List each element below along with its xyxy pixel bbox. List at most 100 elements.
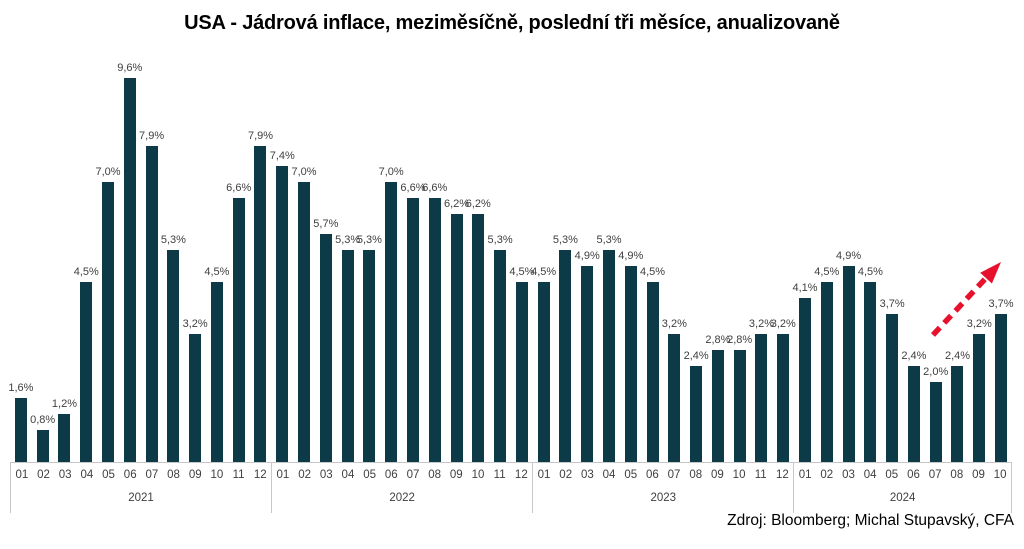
month-tick-label: 08 — [950, 468, 964, 481]
bar — [167, 250, 180, 462]
bar — [711, 350, 724, 462]
bar — [210, 282, 223, 462]
bar-slot-2024-10: 3,7% — [988, 50, 1014, 462]
bar-slot-2022-09: 6,2% — [443, 50, 470, 462]
bar-value-label: 5,3% — [335, 234, 361, 246]
month-tick-label: 01 — [276, 468, 290, 481]
month-tick-label: 07 — [667, 468, 681, 481]
month-tick-label: 05 — [102, 468, 115, 481]
bar-value-label: 3,2% — [661, 318, 687, 330]
month-tick-label: 05 — [885, 468, 899, 481]
bar-value-label: 4,5% — [204, 266, 230, 278]
bar-slot-2021-10: 4,5% — [204, 50, 230, 462]
year-group-2024: 01 02 03 04 05 06 07 08 09 10 2024 — [793, 463, 1013, 513]
bar — [733, 350, 746, 462]
bar — [886, 314, 899, 462]
bar-value-label: 3,2% — [770, 318, 796, 330]
month-tick-label: 02 — [559, 468, 573, 481]
bar-value-label: 4,1% — [792, 282, 818, 294]
bar-slot-2024-07: 2,0% — [923, 50, 949, 462]
bar-slot-2022-07: 6,6% — [400, 50, 425, 462]
bar-value-label: 2,8% — [705, 334, 731, 346]
bar-value-label: 7,9% — [139, 130, 165, 142]
bar — [951, 366, 964, 462]
bar-value-label: 6,2% — [443, 198, 470, 210]
month-tick-label: 01 — [15, 468, 29, 481]
bar-value-label: 0,8% — [30, 414, 56, 426]
bar-value-label: 4,9% — [836, 250, 862, 262]
bar-slot-2021-08: 5,3% — [161, 50, 186, 462]
bar-slot-2022-03: 5,7% — [313, 50, 338, 462]
bar — [450, 214, 463, 462]
bar-value-label: 3,7% — [879, 298, 905, 310]
x-axis: 01 02 03 04 05 06 07 08 09 10 11 12 2021 01 02 03 04 05 06… — [10, 462, 1013, 513]
bar — [254, 146, 267, 462]
bar-slot-2022-12: 4,5% — [509, 50, 534, 462]
bar — [995, 314, 1008, 462]
bar-value-label: 7,0% — [95, 166, 121, 178]
month-tick-label: 05 — [363, 468, 377, 481]
bar-slot-2024-05: 3,7% — [879, 50, 905, 462]
bar-slot-2023-11: 3,2% — [748, 50, 774, 462]
bar-value-label: 3,2% — [748, 318, 774, 330]
month-tick-row: 01 02 03 04 05 06 07 08 09 10 — [794, 463, 1011, 488]
bar-slot-2021-06: 9,6% — [117, 50, 142, 462]
bar-slot-2024-06: 2,4% — [901, 50, 927, 462]
month-tick-row: 01 02 03 04 05 06 07 08 09 10 11 12 — [272, 463, 532, 488]
bar-slot-2021-11: 6,6% — [226, 50, 252, 462]
bar — [472, 214, 485, 462]
month-tick-label: 10 — [471, 468, 485, 481]
month-tick-label: 08 — [428, 468, 442, 481]
month-tick-label: 10 — [993, 468, 1007, 481]
month-tick-label: 08 — [689, 468, 703, 481]
bar-slot-2023-05: 4,9% — [618, 50, 643, 462]
bar-slot-2021-03: 1,2% — [52, 50, 77, 462]
chart-title: USA - Jádrová inflace, meziměsíčně, posl… — [184, 12, 840, 34]
month-tick-label: 06 — [907, 468, 920, 481]
bar-value-label: 6,6% — [226, 182, 252, 194]
month-tick-label: 12 — [253, 468, 267, 481]
bar — [428, 198, 441, 462]
month-tick-label: 03 — [842, 468, 855, 481]
bar-value-label: 5,3% — [596, 234, 622, 246]
month-tick-label: 09 — [188, 468, 202, 481]
month-tick-label: 06 — [123, 468, 137, 481]
bar-value-label: 5,3% — [487, 234, 513, 246]
month-tick-label: 07 — [928, 468, 942, 481]
year-label: 2021 — [128, 492, 154, 504]
month-tick-label: 12 — [514, 468, 528, 481]
bar — [363, 250, 376, 462]
bar — [624, 266, 637, 462]
trend-arrow-icon — [930, 262, 1001, 337]
bar — [494, 250, 507, 462]
bar — [406, 198, 419, 462]
month-tick-label: 10 — [210, 468, 224, 481]
bar-slot-2022-08: 6,6% — [422, 50, 447, 462]
bar — [80, 282, 93, 462]
bar-slot-2022-11: 5,3% — [487, 50, 513, 462]
bar-value-label: 3,7% — [988, 298, 1014, 310]
bar-value-label: 2,0% — [923, 366, 949, 378]
month-tick-label: 01 — [798, 468, 812, 481]
bar-slot-2022-05: 5,3% — [357, 50, 382, 462]
bar-slot-2021-02: 0,8% — [30, 50, 56, 462]
bar-slot-2023-03: 4,9% — [575, 50, 600, 462]
bar-value-label: 6,2% — [465, 198, 491, 210]
month-tick-label: 04 — [602, 468, 616, 481]
bar — [276, 166, 289, 462]
bar — [842, 266, 855, 462]
month-tick-label: 12 — [776, 468, 789, 481]
bar-slot-2021-07: 7,9% — [139, 50, 165, 462]
bar-value-label: 3,2% — [966, 318, 992, 330]
bar-value-label: 4,5% — [857, 266, 883, 278]
bar-slot-2023-07: 3,2% — [661, 50, 687, 462]
bar — [820, 282, 833, 462]
bar-value-label: 2,4% — [901, 350, 927, 362]
bar — [515, 282, 528, 462]
bar — [385, 182, 398, 462]
plot-area: 1,6% 0,8% 1,2% 4,5% 7,0% 9,6% 7,9% 5,3% 3,2% 4,5%… — [8, 50, 1014, 462]
month-tick-label: 03 — [319, 468, 333, 481]
bar-slot-2024-01: 4,1% — [792, 50, 818, 462]
bar — [36, 430, 49, 462]
bar — [864, 282, 877, 462]
